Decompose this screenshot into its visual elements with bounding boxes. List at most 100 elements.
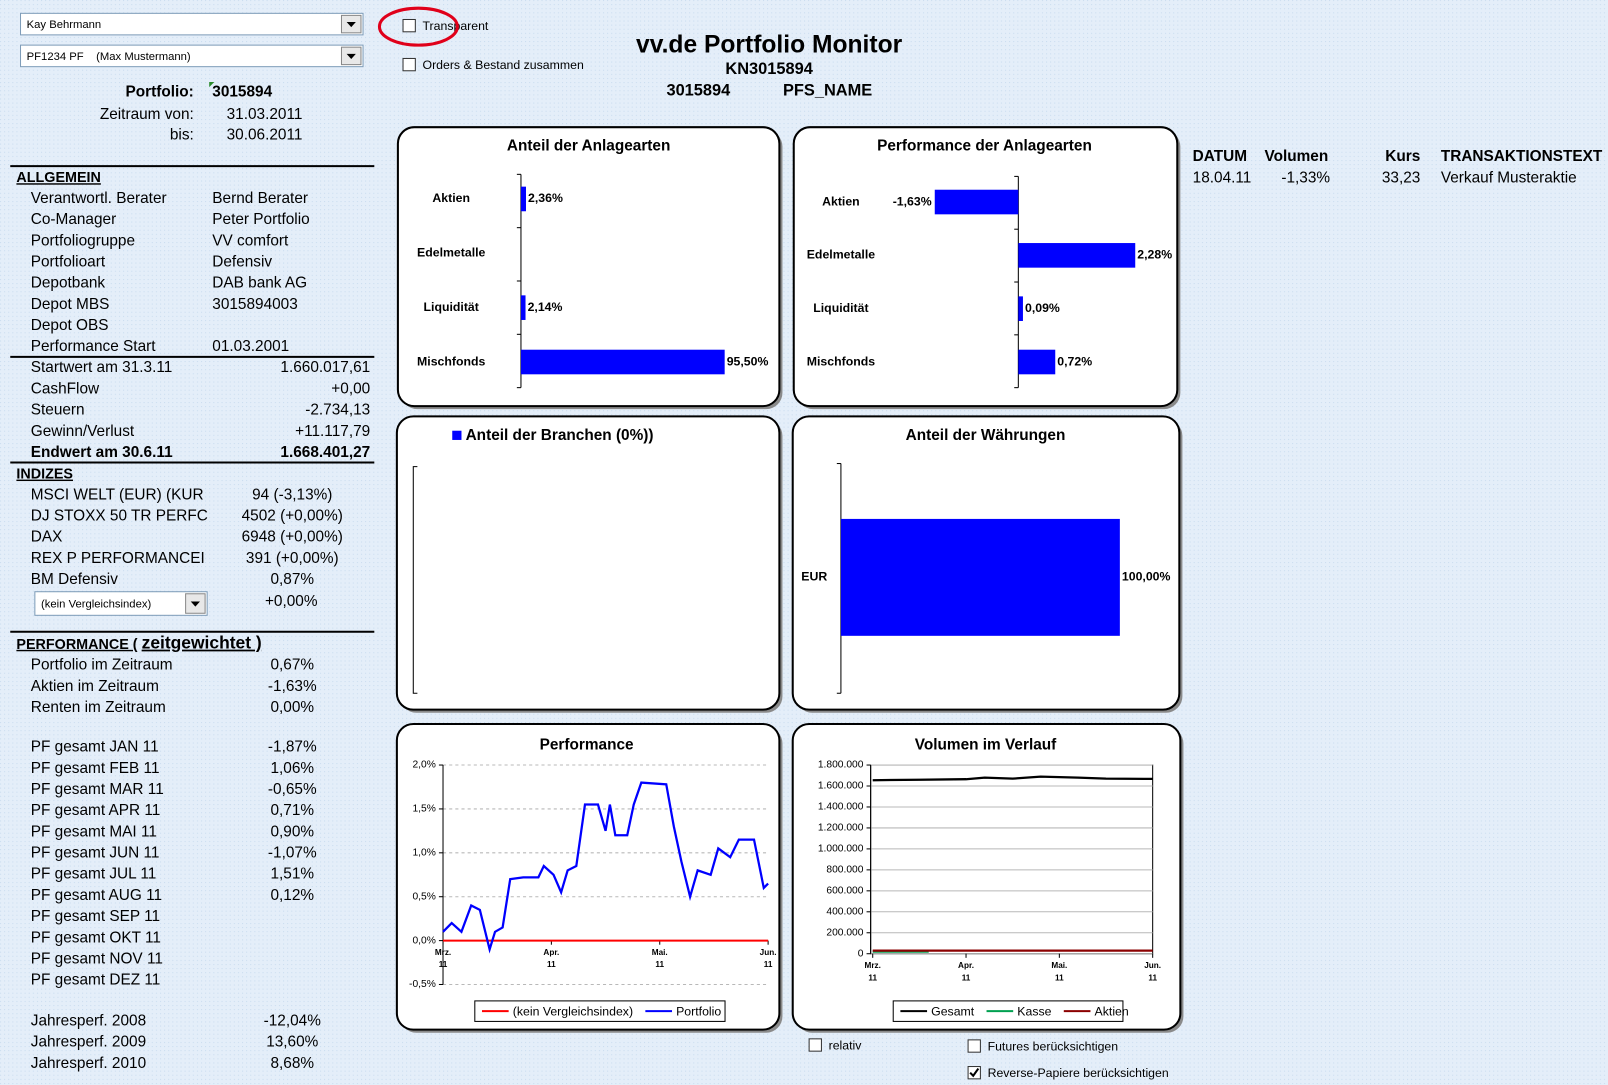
dropdown-arrow xyxy=(190,601,200,607)
value-label: -1,63% xyxy=(893,194,932,208)
row-label: PF gesamt JAN 11 xyxy=(31,739,159,756)
column-header: Kurs xyxy=(1385,148,1420,165)
x-tick-label: Mai. 11 xyxy=(1051,961,1067,982)
row-value: -1,63% xyxy=(268,678,317,695)
checkmark xyxy=(969,1067,980,1078)
row-label: DJ STOXX 50 TR PERFC xyxy=(31,508,208,525)
dropdown-text: PF1234 PF (Max Mustermann) xyxy=(27,51,191,63)
checkbox[interactable] xyxy=(402,57,416,72)
checkbox-label: Futures berücksichtigen xyxy=(988,1039,1119,1053)
value-label: 95,50% xyxy=(727,354,769,368)
row-value: DAB bank AG xyxy=(212,275,307,292)
row-value: -12,04% xyxy=(264,1012,322,1029)
chart-title: Anteil der Anlagearten xyxy=(507,138,670,155)
column-header: DATUM xyxy=(1193,148,1247,165)
dropdown[interactable] xyxy=(19,44,364,68)
highlight-circle xyxy=(377,6,459,47)
x-tick-label: Mai. 11 xyxy=(652,948,668,969)
x-tick-label: Apr. 11 xyxy=(543,948,559,969)
field-value: 31.03.2011 xyxy=(227,106,303,123)
row-value: +0,00 xyxy=(331,380,370,397)
bar xyxy=(934,189,1019,215)
category-label: Aktien xyxy=(432,191,470,205)
dropdown[interactable] xyxy=(19,12,364,36)
bar xyxy=(840,518,1120,636)
y-tick-label: 0,5% xyxy=(412,891,435,902)
row-value: 4502 (+0,00%) xyxy=(242,508,343,525)
row-value: 0,00% xyxy=(270,699,314,716)
row-label: Gewinn/Verlust xyxy=(31,423,135,440)
x-tick-label: Mrz. 11 xyxy=(435,948,451,969)
row-value: 0,87% xyxy=(270,571,314,588)
category-label: Edelmetalle xyxy=(807,248,876,262)
legend-label: Kasse xyxy=(1017,1004,1051,1018)
series-line xyxy=(872,775,1153,782)
bar xyxy=(1018,349,1056,375)
row-label: PF gesamt OKT 11 xyxy=(31,929,161,946)
legend-label: Aktien xyxy=(1095,1004,1129,1018)
section-title: ALLGEMEIN xyxy=(16,170,100,186)
row-value: 391 (+0,00%) xyxy=(246,550,339,567)
row-value: 13,60% xyxy=(266,1034,318,1051)
checkbox[interactable] xyxy=(402,18,416,33)
bar xyxy=(520,186,526,212)
chart-frame xyxy=(396,126,781,408)
row-value: 1,51% xyxy=(270,866,314,883)
row-value: VV comfort xyxy=(212,232,289,249)
row-label: Depot MBS xyxy=(31,296,110,313)
dropdown-text: (kein Vergleichsindex) xyxy=(41,599,151,611)
row-value: 8,68% xyxy=(270,1055,314,1072)
y-tick-label: 1,5% xyxy=(412,804,435,815)
row-label: CashFlow xyxy=(31,380,100,397)
y-tick-label: 1.600.000 xyxy=(818,781,864,792)
row-label: Startwert am 31.3.11 xyxy=(31,359,173,376)
column-header: Volumen xyxy=(1264,148,1328,165)
section-title: PERFORMANCE ( xyxy=(16,637,137,653)
row-value: 1.660.017,61 xyxy=(280,359,370,376)
y-tick-label: 1.000.000 xyxy=(818,844,864,855)
legend-box xyxy=(474,1000,726,1022)
row-label: Verantwortl. Berater xyxy=(31,190,167,207)
y-tick-label: 1.400.000 xyxy=(818,802,864,813)
row-value: 3015894003 xyxy=(212,296,298,313)
row-label: PF gesamt DEZ 11 xyxy=(31,972,161,989)
table-cell: 33,23 xyxy=(1382,170,1420,187)
chart-frame xyxy=(395,722,781,1031)
field-value: 30.06.2011 xyxy=(227,126,303,143)
row-value: -1,87% xyxy=(268,739,317,756)
category-label: Liquidität xyxy=(424,300,479,314)
row-value: +0,00% xyxy=(265,593,318,610)
checkbox[interactable] xyxy=(967,1039,981,1053)
chart-title: Performance xyxy=(540,737,634,754)
account-number: KN3015894 xyxy=(725,60,813,78)
x-tick-label: Jun. 11 xyxy=(1144,961,1161,982)
row-value: -0,65% xyxy=(268,781,317,798)
table-cell: 18.04.11 xyxy=(1193,170,1252,187)
row-label: DAX xyxy=(31,529,63,546)
row-label: REX P PERFORMANCEI xyxy=(31,550,205,567)
y-tick-label: 0,0% xyxy=(412,935,435,946)
row-label: Portfolio im Zeitraum xyxy=(31,657,173,674)
row-label: MSCI WELT (EUR) (KUR xyxy=(31,486,204,503)
row-value: -2.734,13 xyxy=(305,402,370,419)
bar xyxy=(520,295,526,320)
y-tick-label: 800.000 xyxy=(826,865,863,876)
dropdown-arrow xyxy=(346,22,356,28)
legend-swatch xyxy=(452,430,462,440)
checkbox-label: Orders & Bestand zusammen xyxy=(423,58,584,72)
row-label: PF gesamt APR 11 xyxy=(31,802,161,819)
legend-label: Anteil der Branchen (0%)) xyxy=(466,427,654,444)
row-label: Jahresperf. 2008 xyxy=(31,1012,146,1029)
row-value: 1.668.401,27 xyxy=(280,444,370,461)
field-label: Portfolio: xyxy=(125,83,193,100)
dropdown[interactable] xyxy=(34,591,208,616)
bar xyxy=(1018,243,1136,268)
column-header: TRANSAKTIONSTEXT xyxy=(1441,148,1603,165)
row-label: PF gesamt NOV 11 xyxy=(31,950,163,967)
checkbox[interactable] xyxy=(808,1038,822,1052)
section-title: INDIZES xyxy=(16,467,73,483)
row-value: 0,71% xyxy=(270,802,314,819)
row-label: PF gesamt JUL 11 xyxy=(31,866,157,883)
